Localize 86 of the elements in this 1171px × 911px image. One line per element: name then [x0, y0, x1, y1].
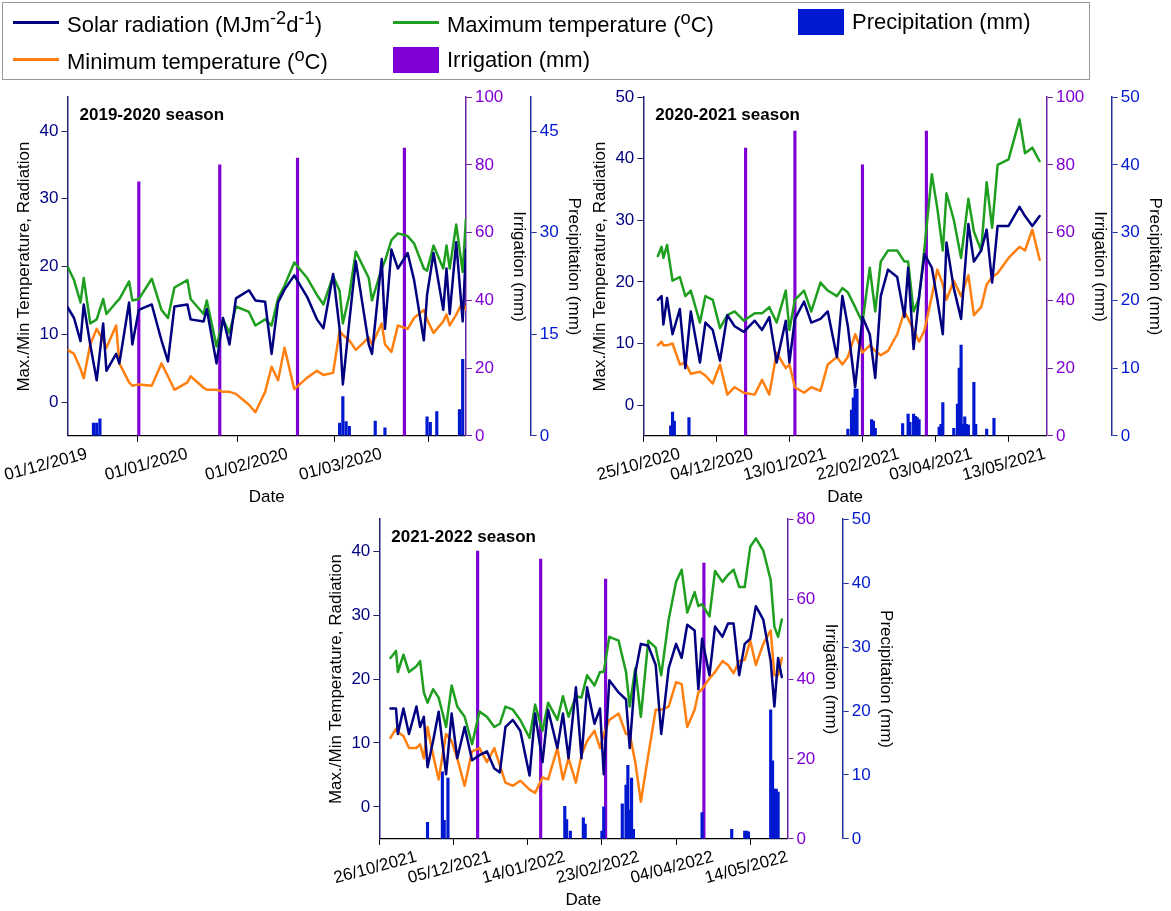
y2-tick-label: 60: [796, 588, 816, 608]
y2-tick-label: 40: [1055, 290, 1075, 310]
bar: [341, 396, 345, 436]
y3-tick-label: 30: [539, 222, 559, 242]
y3-tick-label: 30: [1120, 222, 1140, 242]
y3-tick-label: 50: [851, 508, 871, 528]
y2-tick-label: 80: [1055, 154, 1075, 174]
y2-tick-label: 80: [796, 508, 816, 528]
y3-tick-label: 30: [851, 636, 871, 656]
bar: [446, 777, 450, 839]
y3-axis-title: Precipitation (mm): [565, 197, 585, 336]
x-axis-title: Date: [248, 487, 285, 507]
y-tick-label: 40: [351, 540, 371, 560]
y2-tick-label: 100: [474, 86, 504, 106]
y3-axis-title: Precipitation (mm): [1146, 197, 1166, 336]
bar: [901, 423, 905, 436]
y3-tick-label: 20: [1120, 290, 1140, 310]
y2-tick-label: 20: [796, 748, 816, 768]
y-tick-label: 30: [615, 210, 635, 230]
bar: [402, 147, 406, 436]
bar: [295, 157, 300, 436]
text: 2020-2021 season: [655, 105, 800, 126]
y3-tick-label: 0: [851, 828, 862, 848]
legend-label: Minimum temperature ($^{o}$C): [67, 44, 328, 76]
y-tick-label: 0: [360, 796, 371, 816]
x-axis-title: Date: [827, 487, 864, 507]
y3-tick-label: 45: [539, 120, 559, 140]
bar: [461, 359, 465, 436]
y-tick-label: 20: [39, 256, 59, 276]
y3-tick-label: 10: [1120, 357, 1140, 377]
y-tick-label: 40: [39, 120, 59, 140]
legend-label: Maximum temperature ($^{o}$C): [447, 6, 714, 38]
y3-tick-label: 50: [1120, 86, 1140, 106]
y-axis-title: Max./Min Temperature, Radiation: [589, 141, 609, 392]
y2-tick-label: 100: [1055, 86, 1085, 106]
y-tick-label: 10: [615, 333, 635, 353]
y2-axis-title: Irrigation (mm): [821, 623, 841, 735]
y3-tick-label: 20: [851, 700, 871, 720]
bar: [687, 417, 691, 436]
chart-title: 2021-2022 season: [391, 527, 536, 548]
bar: [744, 147, 748, 436]
y2-tick-label: 0: [1055, 425, 1066, 445]
y3-axis-title: Precipitation (mm): [877, 610, 897, 748]
y-axis-title: Max./Min Temperature, Radiation: [14, 141, 34, 392]
legend-label: Irrigation (mm): [447, 46, 591, 73]
y3-tick-label: 40: [1120, 154, 1140, 174]
y-tick-label: 20: [351, 668, 371, 688]
bar: [941, 402, 945, 436]
y2-tick-label: 20: [474, 357, 494, 377]
y3-tick-label: 15: [539, 323, 559, 343]
y-tick-label: 30: [351, 604, 371, 624]
y-tick-label: 0: [49, 391, 59, 411]
y2-tick-label: 60: [474, 222, 494, 242]
bar: [602, 806, 606, 839]
bar: [425, 416, 429, 436]
y-axis-title: Max./Min Temperature, Radiation: [325, 554, 345, 805]
y2-tick-label: 20: [1055, 357, 1075, 377]
y2-tick-label: 0: [796, 828, 806, 848]
text: 2019-2020 season: [79, 105, 225, 126]
y2-axis-title: Irrigation (mm): [509, 211, 529, 322]
y-tick-label: 50: [615, 86, 635, 106]
y2-tick-label: 0: [474, 425, 485, 445]
bar: [700, 812, 704, 839]
bar: [435, 411, 439, 436]
y3-tick-label: 10: [851, 764, 871, 784]
bar: [383, 427, 387, 436]
y-tick-label: 20: [615, 271, 635, 291]
y2-tick-label: 80: [474, 154, 494, 174]
bar: [425, 821, 430, 839]
y-tick-label: 10: [351, 732, 371, 752]
y2-tick-label: 40: [474, 290, 494, 310]
y2-axis-title: Irrigation (mm): [1090, 211, 1110, 322]
y-tick-label: 0: [624, 394, 635, 414]
y3-tick-label: 0: [539, 425, 550, 445]
y2-tick-label: 60: [1055, 222, 1075, 242]
bar: [992, 417, 996, 436]
x-axis-title: Date: [565, 890, 602, 910]
y2-tick-label: 40: [796, 668, 816, 688]
y-tick-label: 10: [39, 323, 59, 343]
y3-tick-label: 0: [1120, 425, 1131, 445]
y-tick-label: 40: [615, 148, 635, 168]
legend-label: Solar radiation (MJm$^{-2}$d$^{-1}$): [67, 6, 323, 38]
y3-tick-label: 40: [851, 572, 871, 592]
y-tick-label: 30: [39, 188, 59, 208]
legend-label: Precipitation (mm): [852, 9, 1031, 36]
bar: [98, 418, 102, 436]
